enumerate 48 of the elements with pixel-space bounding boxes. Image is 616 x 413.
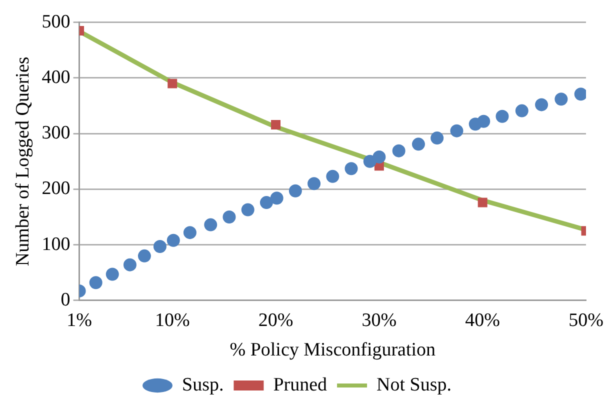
legend-label: Not Susp. [376, 374, 452, 396]
point [450, 124, 464, 138]
x-tick-label: 40% [465, 310, 500, 331]
y-axis-title: Number of Logged Queries [12, 56, 34, 266]
point [89, 276, 102, 290]
point [288, 184, 302, 198]
point [496, 110, 509, 123]
legend-label: Pruned [273, 374, 328, 396]
x-tick-label: 1% [66, 310, 92, 331]
point [372, 150, 386, 164]
point [430, 132, 444, 145]
point [153, 240, 166, 253]
point [270, 192, 284, 205]
point [574, 88, 586, 101]
point [166, 234, 180, 247]
point [515, 104, 528, 118]
point [344, 162, 358, 176]
point [535, 98, 548, 112]
point [106, 268, 119, 281]
y-tick-label: 0 [60, 289, 70, 310]
point [478, 198, 488, 208]
point [271, 120, 281, 130]
point [308, 177, 321, 190]
point [363, 154, 376, 168]
point [123, 258, 136, 272]
point [183, 226, 196, 240]
point [326, 170, 340, 183]
point [168, 78, 178, 88]
legend-label: Susp. [182, 374, 224, 396]
point [241, 203, 254, 216]
point [412, 138, 425, 151]
x-tick-label: 50% [568, 310, 604, 331]
x-tick-label: 30% [362, 310, 397, 331]
y-tick-label: 200 [42, 178, 70, 200]
y-tick-label: 100 [42, 234, 70, 255]
x-tick-label: 20% [258, 310, 294, 331]
point [392, 144, 406, 158]
point [477, 114, 490, 128]
point [260, 196, 273, 210]
y-tick-label: 500 [42, 11, 70, 32]
point [138, 249, 151, 262]
x-axis-title: % Policy Misconfiguration [230, 340, 436, 361]
point [204, 218, 218, 232]
point [222, 210, 236, 224]
y-tick-label: 300 [42, 122, 70, 144]
point [554, 92, 568, 106]
y-tick-label: 400 [42, 66, 70, 88]
x-tick-label: 10% [154, 310, 190, 331]
